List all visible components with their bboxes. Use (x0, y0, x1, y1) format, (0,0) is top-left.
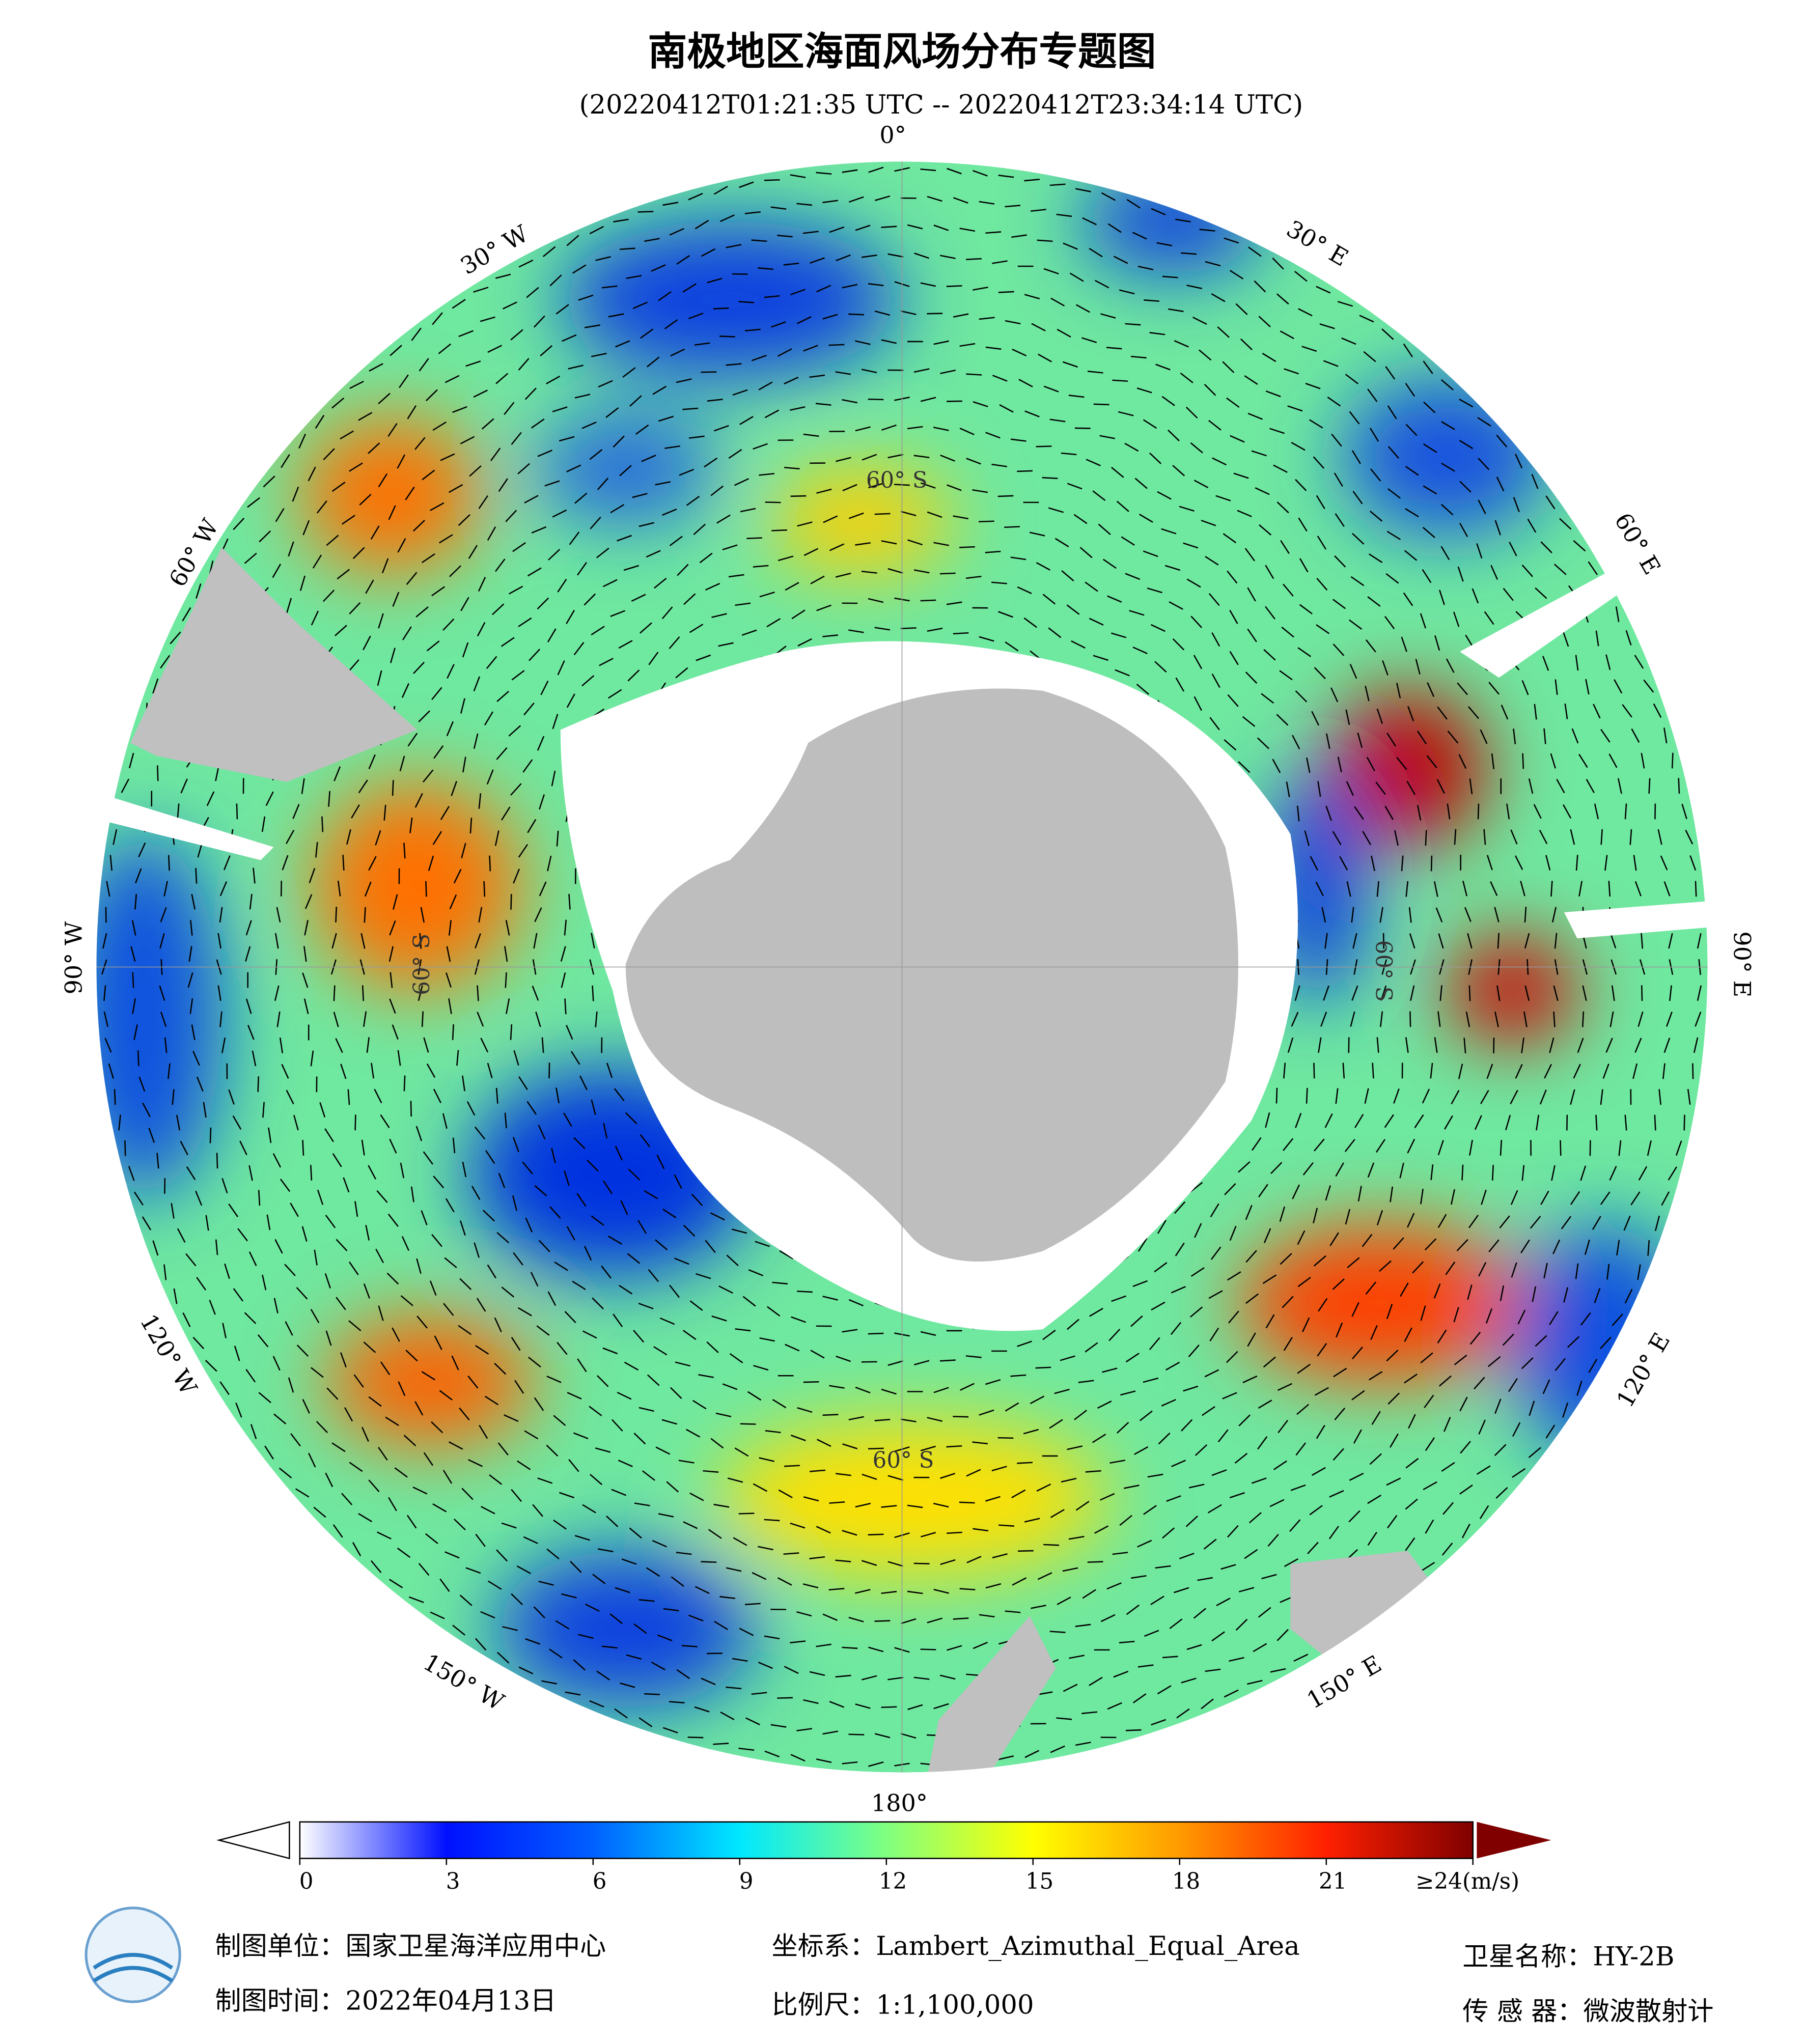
colorbar-tick-label: 3 (446, 1869, 460, 1894)
longitude-label: 90° W (60, 921, 88, 994)
logo (85, 1907, 181, 2003)
colorbar-tick-label: 15 (1025, 1869, 1053, 1894)
footer-projection: 坐标系：Lambert_Azimuthal_Equal_Area (772, 1931, 1300, 1962)
colorbar (299, 1821, 1474, 1859)
colorbar-tick-label: 6 (593, 1869, 607, 1894)
longitude-label: 150° E (1302, 1650, 1386, 1714)
colorbar-ticks: 0 3 6 9 12 15 18 21 ≥24(m/s) (299, 1858, 1519, 1894)
latitude-label: 60° S (1371, 940, 1396, 1002)
colorbar-low-arrow (216, 1821, 290, 1860)
longitude-label: 90° E (1729, 931, 1756, 997)
colorbar-tick-label: 0 (299, 1869, 314, 1894)
antarctica (625, 688, 1238, 1262)
latitude-label: 60° S (409, 934, 435, 995)
subtitle: (20220412T01:21:35 UTC -- 20220412T23:34… (579, 90, 1303, 120)
latitude-label: 60° S (873, 1448, 934, 1473)
colorbar-tick-label: 21 (1319, 1869, 1347, 1894)
new-zealand-south (925, 1616, 1056, 1773)
footer-scale: 比例尺：1:1,100,000 (772, 1990, 1034, 2020)
new-zealand (1290, 1551, 1447, 1682)
colorbar-tick-label: 9 (739, 1869, 754, 1894)
footer-date: 制图时间：2022年04月13日 (215, 1986, 556, 2017)
longitude-label: 0° (879, 121, 906, 149)
south-america (130, 547, 418, 782)
title: 南极地区海面风场分布专题图 (648, 29, 1156, 75)
colorbar-high-arrow (1477, 1822, 1551, 1859)
latitude-labels: 60° S 60° S 60° S 60° S (409, 468, 1396, 1473)
graticule (96, 161, 1708, 1773)
latitude-label: 60° S (866, 468, 928, 493)
colorbar-tick-label: 12 (879, 1869, 907, 1894)
footer-satellite: 卫星名称：HY-2B (1462, 1942, 1674, 1972)
footer-unit: 制图单位：国家卫星海洋应用中心 (215, 1931, 606, 1962)
colorbar-tick-label: ≥24(m/s) (1416, 1869, 1519, 1894)
swath-gaps (104, 560, 1734, 939)
footer-sensor: 传 感 器：微波散射计 (1462, 1996, 1713, 2027)
colorbar-tick-label: 18 (1172, 1869, 1200, 1894)
longitude-label: 120° E (1611, 1328, 1675, 1412)
longitude-label: 180° (871, 1789, 928, 1817)
